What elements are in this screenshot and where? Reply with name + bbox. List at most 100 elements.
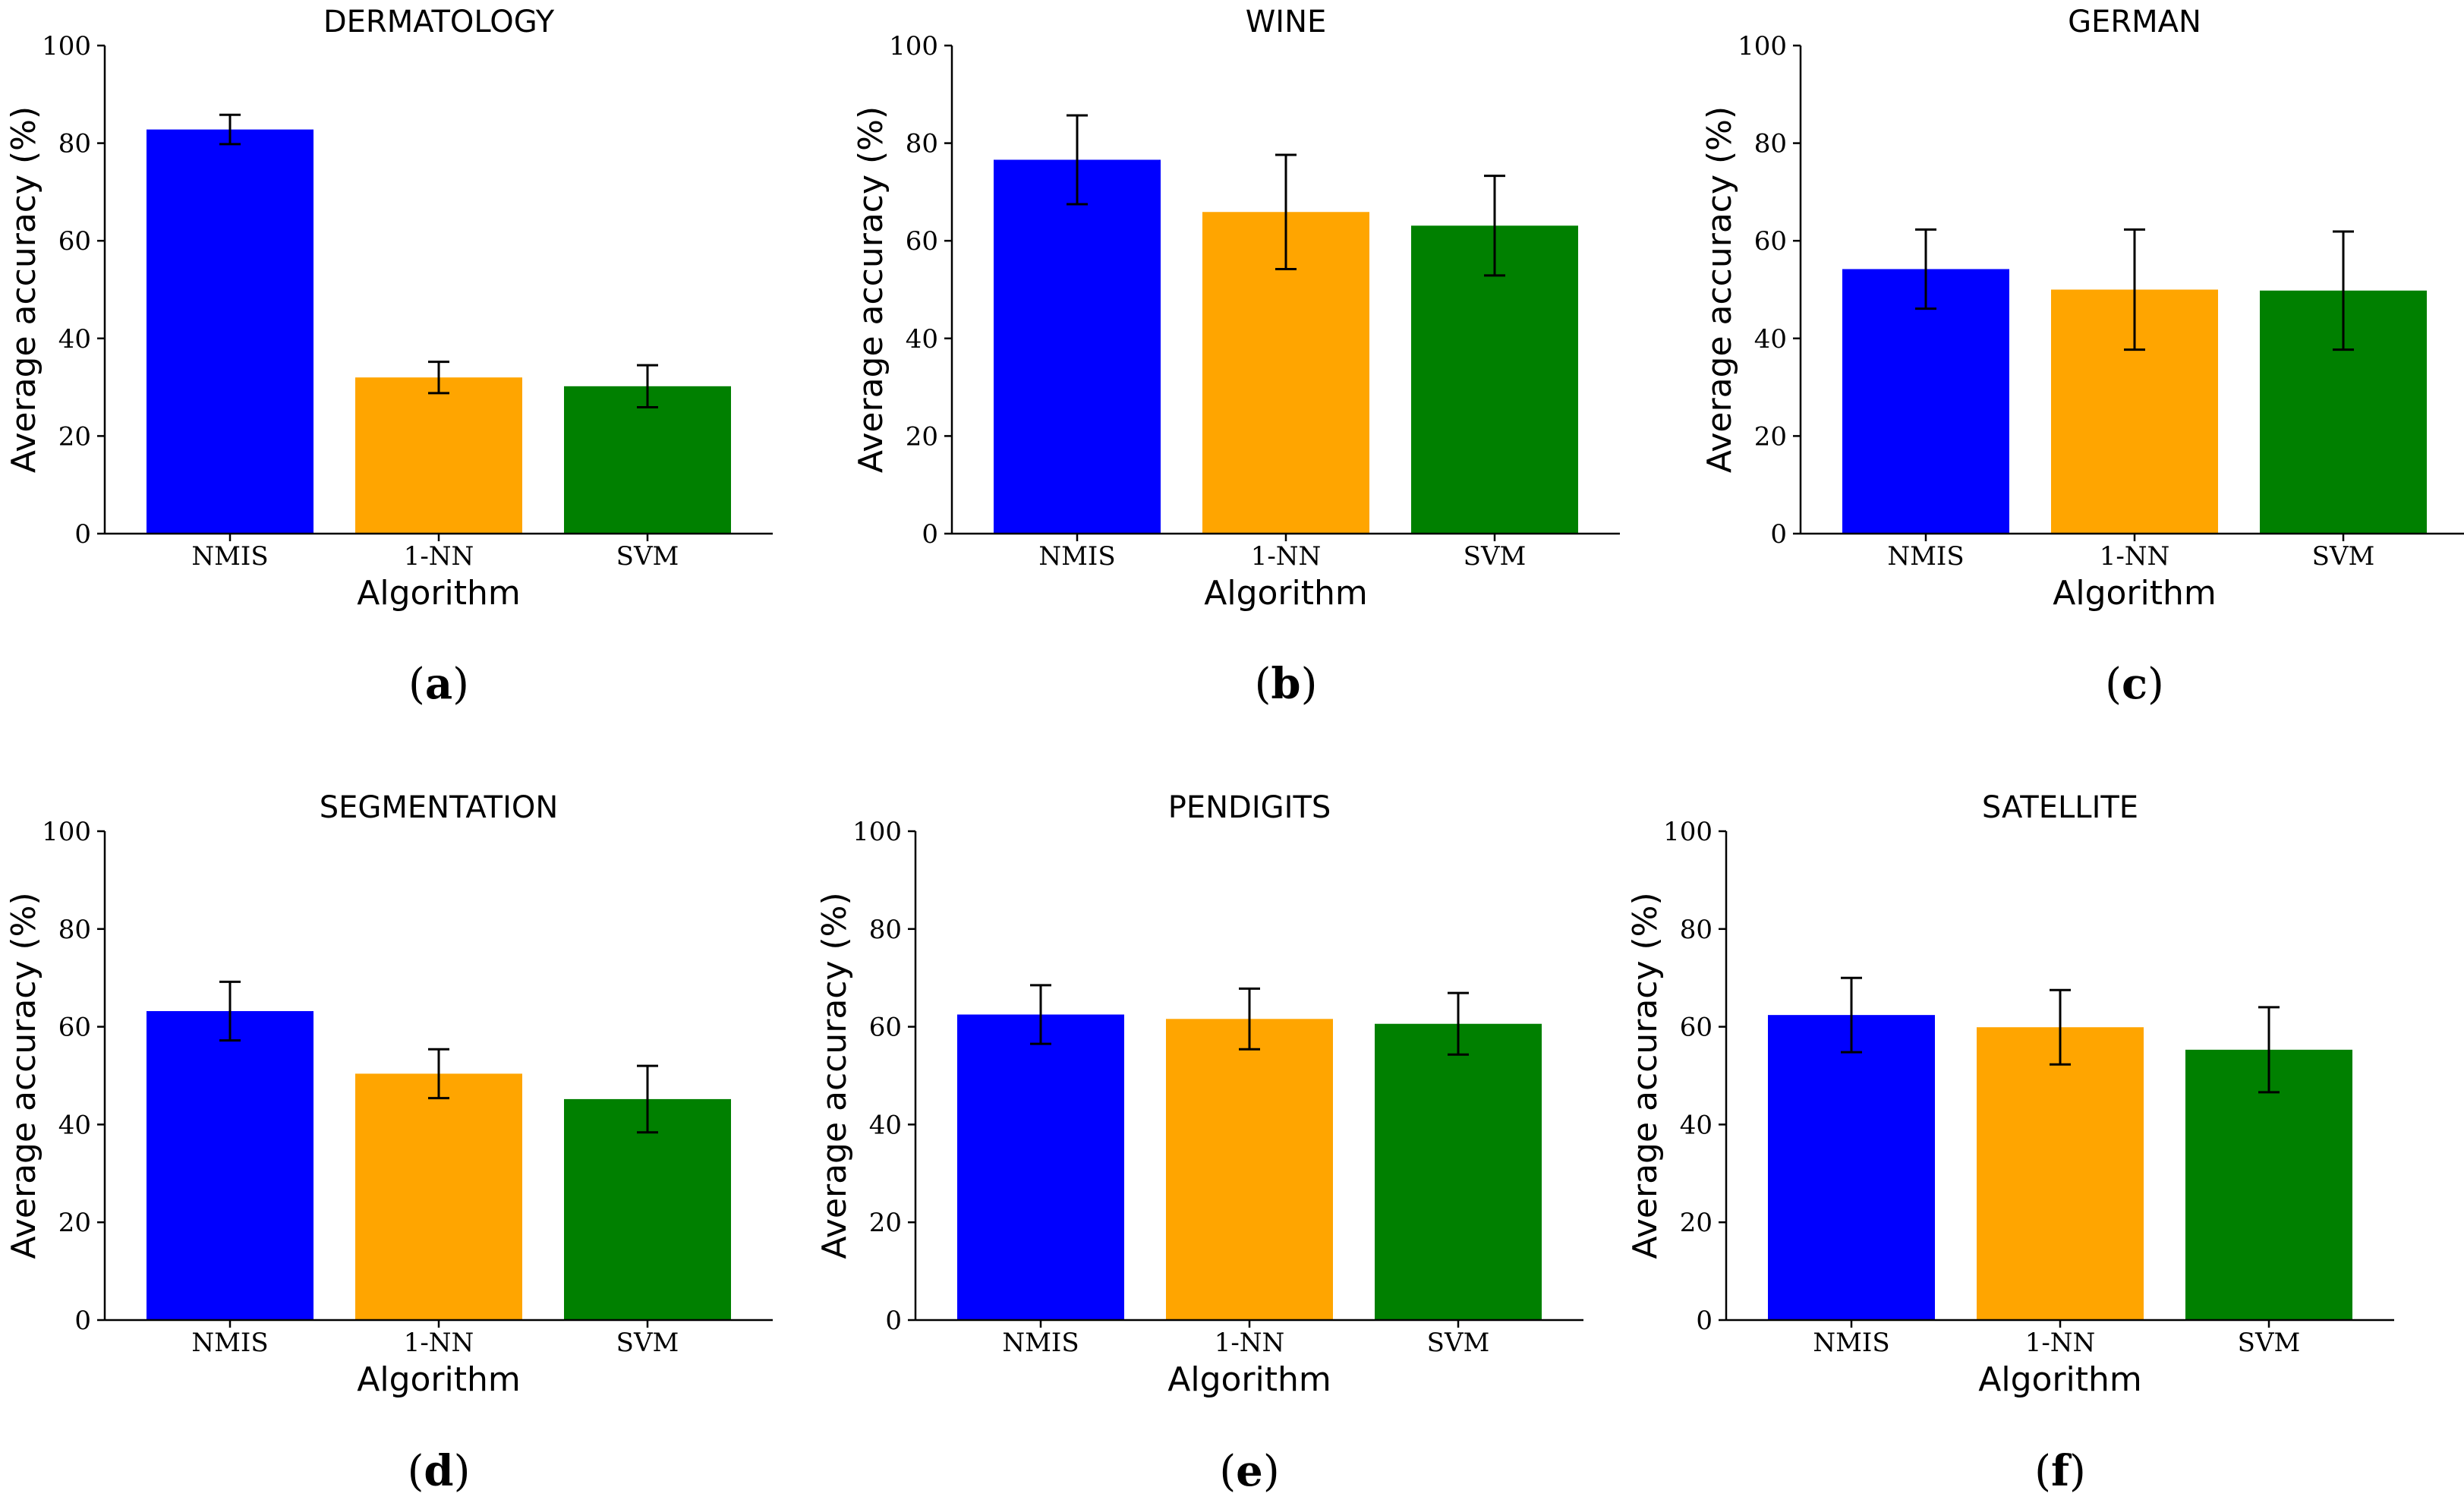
bar-nmis bbox=[1768, 1015, 1935, 1320]
y-tick-label: 80 bbox=[906, 129, 938, 159]
y-tick-label: 60 bbox=[1680, 1013, 1713, 1043]
y-tick-label: 60 bbox=[58, 1013, 91, 1043]
bar-svm bbox=[1375, 1023, 1542, 1320]
y-axis-label: Average accuracy (%) bbox=[1626, 892, 1665, 1259]
chart-title: PENDIGITS bbox=[1168, 790, 1331, 825]
x-tick-label: NMIS bbox=[191, 541, 268, 572]
chart-title: SATELLITE bbox=[1982, 790, 2138, 825]
bar-nmis bbox=[147, 129, 314, 534]
x-tick-label: NMIS bbox=[1038, 541, 1115, 572]
x-axis-label: Algorithm bbox=[357, 1360, 521, 1399]
y-tick-label: 20 bbox=[1754, 421, 1787, 452]
y-tick-label: 0 bbox=[922, 519, 938, 550]
y-tick-label: 40 bbox=[906, 324, 938, 354]
chart-title: GERMAN bbox=[2068, 5, 2201, 39]
chart-panel-d: SEGMENTATION 0 20 40 60 80 100 NMIS 1-NN SVM Algor… bbox=[5, 790, 773, 1496]
y-tick-label: 60 bbox=[1754, 226, 1787, 257]
y-axis-label: Average accuracy (%) bbox=[815, 892, 854, 1259]
panel-label: (b) bbox=[1255, 659, 1318, 709]
bar-svm bbox=[564, 386, 731, 534]
bar-nmis bbox=[147, 1010, 314, 1320]
x-axis-label: Algorithm bbox=[357, 574, 521, 613]
x-tick-label: SVM bbox=[616, 1328, 679, 1358]
y-tick-label: 40 bbox=[869, 1110, 902, 1140]
y-tick-label: 80 bbox=[58, 915, 91, 945]
y-tick-label: 20 bbox=[58, 1208, 91, 1238]
y-tick-label: 60 bbox=[58, 226, 91, 257]
y-tick-label: 20 bbox=[869, 1208, 902, 1238]
y-tick-label: 100 bbox=[852, 817, 902, 847]
y-tick-label: 80 bbox=[58, 129, 91, 159]
panel-label: (f) bbox=[2034, 1446, 2086, 1496]
y-tick-label: 80 bbox=[1680, 915, 1713, 945]
x-tick-label: NMIS bbox=[1002, 1328, 1079, 1358]
y-tick-label: 60 bbox=[869, 1013, 902, 1043]
y-tick-label: 0 bbox=[74, 519, 91, 550]
x-tick-label: SVM bbox=[2238, 1328, 2301, 1358]
x-tick-label: SVM bbox=[1427, 1328, 1490, 1358]
panel-label: (e) bbox=[1219, 1446, 1279, 1496]
chart-title: SEGMENTATION bbox=[320, 790, 559, 825]
bar-1-nn bbox=[355, 377, 522, 534]
x-tick-label: NMIS bbox=[1813, 1328, 1889, 1358]
x-tick-label: SVM bbox=[2312, 541, 2375, 572]
chart-panel-e: PENDIGITS 0 20 40 60 80 100 NMIS 1-NN SVM Algorith… bbox=[815, 790, 1583, 1496]
y-axis-label: Average accuracy (%) bbox=[852, 106, 890, 473]
y-axis-label: Average accuracy (%) bbox=[5, 892, 43, 1259]
chart-title: DERMATOLOGY bbox=[323, 5, 555, 39]
y-tick-label: 0 bbox=[1696, 1306, 1713, 1336]
y-tick-label: 0 bbox=[74, 1306, 91, 1336]
x-tick-label: NMIS bbox=[1887, 541, 1964, 572]
bar-1-nn bbox=[1977, 1027, 2144, 1320]
y-tick-label: 0 bbox=[885, 1306, 902, 1336]
x-tick-label: 1-NN bbox=[2100, 541, 2170, 572]
y-tick-label: 20 bbox=[1680, 1208, 1713, 1238]
chart-panel-a: DERMATOLOGY 0 20 40 60 80 100 NMIS 1-NN SVM Algori… bbox=[5, 5, 773, 709]
x-axis-label: Algorithm bbox=[1167, 1360, 1331, 1399]
y-tick-label: 40 bbox=[1754, 324, 1787, 354]
y-tick-label: 40 bbox=[58, 324, 91, 354]
chart-title: WINE bbox=[1246, 5, 1327, 39]
x-tick-label: SVM bbox=[616, 541, 679, 572]
y-tick-label: 40 bbox=[58, 1110, 91, 1140]
x-tick-label: 1-NN bbox=[1215, 1328, 1285, 1358]
x-axis-label: Algorithm bbox=[1978, 1360, 2142, 1399]
y-tick-label: 80 bbox=[1754, 129, 1787, 159]
y-tick-label: 20 bbox=[58, 421, 91, 452]
y-tick-label: 0 bbox=[1770, 519, 1787, 550]
chart-panel-b: WINE 0 20 40 60 80 100 NMIS 1-NN SVM Algorithm Aver… bbox=[852, 5, 1620, 709]
bar-nmis bbox=[957, 1014, 1124, 1320]
x-tick-label: 1-NN bbox=[404, 541, 474, 572]
chart-panel-c: GERMAN 0 20 40 60 80 100 NMIS 1-NN SVM Algorithm Av… bbox=[1700, 5, 2464, 709]
x-tick-label: NMIS bbox=[191, 1328, 268, 1358]
bar-nmis bbox=[994, 159, 1161, 534]
x-tick-label: SVM bbox=[1464, 541, 1527, 572]
chart-panel-f: SATELLITE 0 20 40 60 80 100 NMIS 1-NN SVM Algorith… bbox=[1626, 790, 2394, 1496]
panel-label: (a) bbox=[408, 659, 469, 709]
bar-svm bbox=[2185, 1049, 2352, 1320]
y-axis-label: Average accuracy (%) bbox=[1700, 106, 1739, 473]
panel-label: (d) bbox=[408, 1446, 471, 1496]
bar-svm bbox=[564, 1098, 731, 1320]
x-tick-label: 1-NN bbox=[404, 1328, 474, 1358]
bar-1-nn bbox=[355, 1073, 522, 1320]
x-tick-label: 1-NN bbox=[2025, 1328, 2096, 1358]
y-tick-label: 100 bbox=[1738, 31, 1787, 61]
bar-nmis bbox=[1842, 269, 2009, 534]
y-tick-label: 100 bbox=[1663, 817, 1713, 847]
y-tick-label: 100 bbox=[42, 817, 91, 847]
x-axis-label: Algorithm bbox=[2053, 574, 2217, 613]
x-axis-label: Algorithm bbox=[1204, 574, 1368, 613]
y-tick-label: 60 bbox=[906, 226, 938, 257]
y-tick-label: 40 bbox=[1680, 1110, 1713, 1140]
x-tick-label: 1-NN bbox=[1251, 541, 1322, 572]
panel-label: (c) bbox=[2105, 659, 2164, 709]
y-axis-label: Average accuracy (%) bbox=[5, 106, 43, 473]
y-tick-label: 20 bbox=[906, 421, 938, 452]
y-tick-label: 80 bbox=[869, 915, 902, 945]
y-tick-label: 100 bbox=[889, 31, 938, 61]
bar-1-nn bbox=[1166, 1019, 1333, 1320]
bar-svm bbox=[1411, 225, 1578, 534]
y-tick-label: 100 bbox=[42, 31, 91, 61]
